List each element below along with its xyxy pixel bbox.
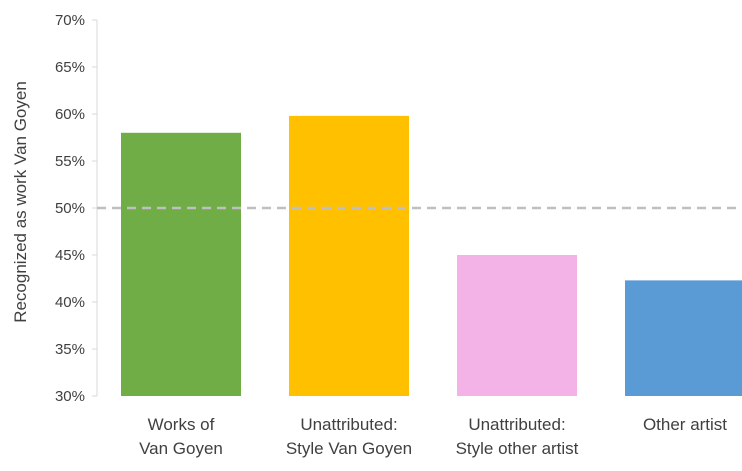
- x-category-label: Unattributed: Style other artist: [456, 415, 579, 458]
- y-tick-label: 40%: [55, 294, 85, 311]
- y-tick-label: 35%: [55, 341, 85, 358]
- bar: [289, 115, 409, 396]
- y-tick-label: 70%: [55, 12, 85, 29]
- x-category-label-line: Unattributed:: [468, 415, 565, 434]
- bar: [625, 280, 742, 396]
- y-tick-label: 65%: [55, 59, 85, 76]
- y-tick-label: 60%: [55, 106, 85, 123]
- x-category-label-line: Style other artist: [456, 439, 579, 458]
- y-tick-label: 30%: [55, 388, 85, 405]
- x-category-label-line: Van Goyen: [139, 439, 223, 458]
- y-axis-ticks: 30% 35% 40% 45% 50% 55% 60% 65% 70%: [55, 12, 97, 405]
- y-axis-title: Recognized as work Van Goyen: [11, 81, 30, 323]
- x-category-label: Works of Van Goyen: [139, 415, 223, 458]
- x-category-label-line: Style Van Goyen: [286, 439, 412, 458]
- bar: [121, 132, 241, 397]
- x-category-label-line: Unattributed:: [300, 415, 397, 434]
- bars: [121, 115, 742, 397]
- y-tick-label: 55%: [55, 153, 85, 170]
- x-category-label-line: Other artist: [643, 415, 727, 434]
- x-category-label: Unattributed: Style Van Goyen: [286, 415, 412, 458]
- x-category-label: Other artist: [643, 415, 727, 434]
- x-category-label-line: Works of: [148, 415, 215, 434]
- bar: [457, 255, 577, 396]
- y-axis-title-group: Recognized as work Van Goyen: [11, 81, 30, 323]
- y-tick-label: 50%: [55, 200, 85, 217]
- y-tick-label: 45%: [55, 247, 85, 264]
- x-axis-category-labels: Works of Van Goyen Unattributed: Style Van …: [139, 415, 727, 458]
